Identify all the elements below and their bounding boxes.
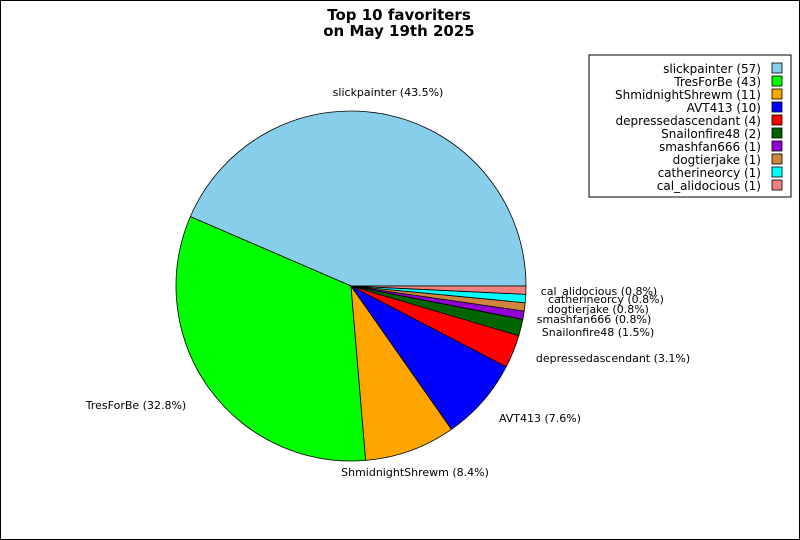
legend-box <box>588 54 792 198</box>
pie-label-dogtierjake: dogtierjake (0.8%) <box>547 303 649 316</box>
legend-swatch-avt413 <box>771 101 783 113</box>
pie-slice-shmidnightshrewm <box>350 284 453 461</box>
pie-slice-slickpainter <box>189 110 527 287</box>
legend-label-tresforbe: TresForBe (43) <box>673 75 761 89</box>
legend-label-catherineorcy: catherineorcy (1) <box>658 166 761 180</box>
pie-slice-tresforbe <box>175 216 367 462</box>
legend-swatch-dogtierjake <box>771 153 783 165</box>
pie-label-tresforbe: TresForBe (32.8%) <box>85 399 186 412</box>
legend-swatch-catherineorcy <box>771 166 783 178</box>
legend-label-shmidnightshrewm: ShmidnightShrewm (11) <box>615 88 761 102</box>
legend-label-dogtierjake: dogtierjake (1) <box>673 153 761 167</box>
legend-label-snailonfire48: Snailonfire48 (2) <box>661 127 761 141</box>
pie-label-shmidnightshrewm: ShmidnightShrewm (8.4%) <box>341 466 489 479</box>
legend-swatch-snailonfire48 <box>771 127 783 139</box>
pie-label-snailonfire48: Snailonfire48 (1.5%) <box>542 326 655 339</box>
legend-swatch-smashfan666 <box>771 140 783 152</box>
legend-swatch-cal-alidocious <box>771 179 783 191</box>
pie-slices <box>175 110 527 462</box>
legend-label-depressedascendant: depressedascendant (4) <box>616 114 761 128</box>
legend-label-avt413: AVT413 (10) <box>687 101 761 115</box>
pie-label-smashfan666: smashfan666 (0.8%) <box>537 313 652 326</box>
legend-swatch-shmidnightshrewm <box>771 88 783 100</box>
pie-label-avt413: AVT413 (7.6%) <box>499 412 581 425</box>
legend-swatch-slickpainter <box>771 62 783 74</box>
legend-label-cal-alidocious: cal_alidocious (1) <box>657 179 761 193</box>
pie-labels: slickpainter (43.5%) TresForBe (32.8%) Shm… <box>85 86 690 479</box>
chart-title-line-2: on May 19th 2025 <box>323 22 475 40</box>
legend-swatch-depressedascendant <box>771 114 783 126</box>
chart-title-line-1: Top 10 favoriters <box>327 6 471 24</box>
legend-swatch-tresforbe <box>771 75 783 87</box>
pie-label-depressedascendant: depressedascendant (3.1%) <box>536 352 690 365</box>
pie-slice-cal-alidocious <box>350 285 527 295</box>
legend-label-smashfan666: smashfan666 (1) <box>659 140 761 154</box>
legend: slickpainter (57)TresForBe (43)Shmidnigh… <box>588 54 792 198</box>
pie-label-catherineorcy: catherineorcy (0.8%) <box>548 293 664 306</box>
pie-label-slickpainter: slickpainter (43.5%) <box>333 86 444 99</box>
legend-label-slickpainter: slickpainter (57) <box>663 62 761 76</box>
pie-label-cal-alidocious: cal_alidocious (0.8%) <box>541 285 657 298</box>
